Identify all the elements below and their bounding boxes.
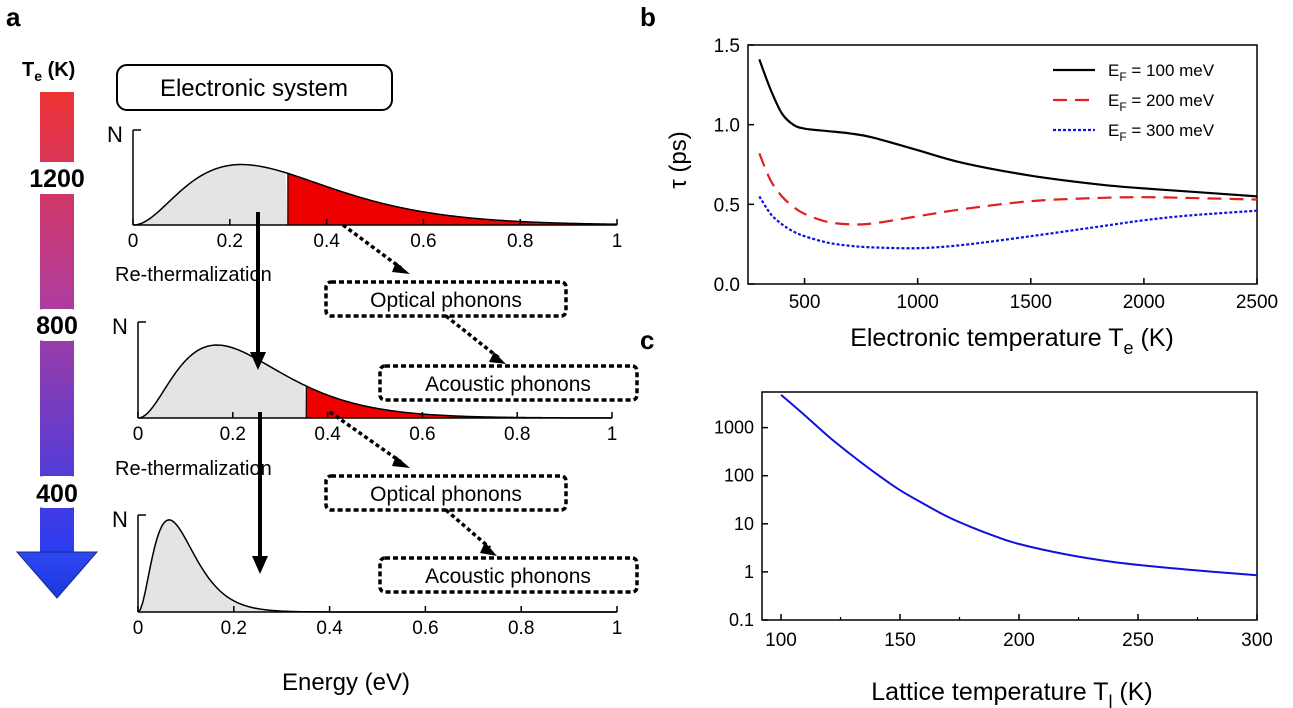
chart-c-series-1: [780, 394, 1258, 577]
n-label-2: N: [112, 314, 128, 339]
panel-label-b: b: [640, 2, 656, 32]
svg-text:1200: 1200: [29, 165, 85, 193]
gray-fill-2: [138, 345, 307, 418]
x-tick-label-a1: 1: [612, 231, 623, 252]
chart-b-series-2: [758, 152, 1258, 226]
chart-c-ytick-label: 1000: [714, 418, 754, 438]
svg-text:Electronic system: Electronic system: [160, 75, 348, 102]
svg-text:400: 400: [36, 480, 78, 508]
chart-b-xtick-label: 2500: [1236, 292, 1278, 313]
chart-b-xtick-label: 500: [789, 292, 821, 313]
x-tick-label-a2: 1: [607, 424, 618, 445]
chart-c: 100 150 200 250 300 0.1 1 10 100 1000: [714, 391, 1273, 651]
temperature-label-400: 400: [30, 476, 84, 508]
svg-text:Optical phonons: Optical phonons: [370, 483, 522, 506]
red-fill-1: [287, 173, 617, 225]
optical-phonons-box-2: Optical phonons: [324, 474, 568, 512]
distribution-curve-1: [132, 163, 618, 226]
x-tick-label-a3: 0.4: [316, 618, 343, 639]
rethermalization-label-2: Re-thermalization: [115, 458, 272, 480]
x-tick-label-a2: 0.4: [314, 424, 341, 445]
x-tick-label-a1: 0.8: [507, 231, 533, 252]
svg-text:Acoustic phonons: Acoustic phonons: [425, 565, 591, 588]
chart-b-legend-label: EF = 200 meV: [1108, 91, 1215, 114]
chart-c-frame: [761, 391, 1258, 621]
chart-b-frame: [747, 44, 1258, 285]
gray-fill-1: [133, 164, 288, 225]
chart-c-ytick-label: 10: [734, 514, 754, 534]
electronic-system-box: Electronic system: [116, 64, 393, 111]
chart-c-xtick-label: 150: [884, 630, 916, 651]
distribution-plots: N 0 0.2 0.4 0.6 0.8 1 N 0 0.2 0.4 0.6 0.8 1 N 0 0.2 0.4 0.…: [107, 122, 622, 639]
dotted-arrow-heads: [392, 262, 506, 556]
x-tick-label-a1: 0.6: [410, 231, 436, 252]
chart-c-xtick-label: 200: [1003, 630, 1035, 651]
n-label-1: N: [107, 122, 123, 147]
chart-b-ytick-label: 1.0: [714, 116, 740, 137]
chart-c-ytick-label: 100: [724, 466, 754, 486]
chart-b-xtick-label: 2000: [1123, 292, 1165, 313]
x-tick-label-a2: 0: [133, 424, 144, 445]
svg-text:Acoustic phonons: Acoustic phonons: [425, 373, 591, 396]
x-tick-label-a3: 1: [612, 618, 623, 639]
chart-b-series-3: [758, 195, 1258, 250]
rethermalization-label-1: Re-thermalization: [115, 264, 272, 286]
chart-b: 500 1000 1500 2000 2500 0.0 0.5 1.0 1.5 EF = 100 …: [714, 36, 1279, 313]
chart-c-ytick-label: 1: [744, 562, 754, 582]
x-tick-label-a1: 0.4: [313, 231, 340, 252]
chart-b-ylabel: τ (ps): [665, 131, 692, 188]
x-tick-label-a2: 0.8: [504, 424, 530, 445]
x-tick-label-a3: 0: [133, 618, 144, 639]
chart-c-ytick-label: 0.1: [729, 610, 754, 630]
chart-c-xtick-label: 100: [765, 630, 797, 651]
panel-label-c: c: [640, 325, 654, 355]
temperature-label-800: 800: [30, 309, 84, 341]
n-label-3: N: [112, 507, 128, 532]
chart-b-xtick-label: 1500: [1010, 292, 1052, 313]
dotted-arrows: [328, 223, 501, 550]
optical-phonons-box-1: Optical phonons: [324, 280, 568, 318]
chart-c-xtick-label: 300: [1241, 630, 1273, 651]
chart-b-xlabel: Electronic temperature Te (K): [850, 324, 1174, 358]
panel-label-a: a: [6, 2, 21, 32]
rethermalization-arrow-2: [252, 412, 268, 574]
svg-text:Optical phonons: Optical phonons: [370, 289, 522, 312]
svg-text:800: 800: [36, 312, 78, 340]
chart-b-legend-label: EF = 300 meV: [1108, 121, 1215, 144]
chart-b-series-1: [758, 58, 1258, 198]
chart-b-legend-label: EF = 100 meV: [1108, 61, 1215, 84]
chart-b-ytick-label: 0.5: [714, 195, 740, 216]
x-tick-label-a1: 0.2: [217, 231, 243, 252]
x-tick-label-a3: 0.2: [221, 618, 247, 639]
rethermalization-arrow-1: [250, 212, 266, 370]
temperature-axis-title: Te (K): [22, 59, 75, 84]
x-tick-label-a1: 0: [128, 231, 139, 252]
x-tick-label-a2: 0.6: [409, 424, 435, 445]
x-tick-label-a3: 0.6: [412, 618, 438, 639]
x-tick-label-a2: 0.2: [220, 424, 246, 445]
x-tick-label-a3: 0.8: [508, 618, 534, 639]
acoustic-phonons-box-2: Acoustic phonons: [378, 556, 639, 594]
chart-b-ytick-label: 1.5: [714, 36, 740, 57]
chart-b-xtick-label: 1000: [897, 292, 939, 313]
gray-fill-3: [138, 519, 309, 612]
chart-b-ytick-label: 0.0: [714, 275, 740, 296]
acoustic-phonons-box-1: Acoustic phonons: [378, 364, 639, 402]
temperature-label-1200: 1200: [22, 162, 92, 194]
energy-axis-label: Energy (eV): [282, 669, 410, 696]
chart-c-xtick-label: 250: [1122, 630, 1154, 651]
chart-c-xlabel: Lattice temperature Tl (K): [871, 678, 1152, 708]
